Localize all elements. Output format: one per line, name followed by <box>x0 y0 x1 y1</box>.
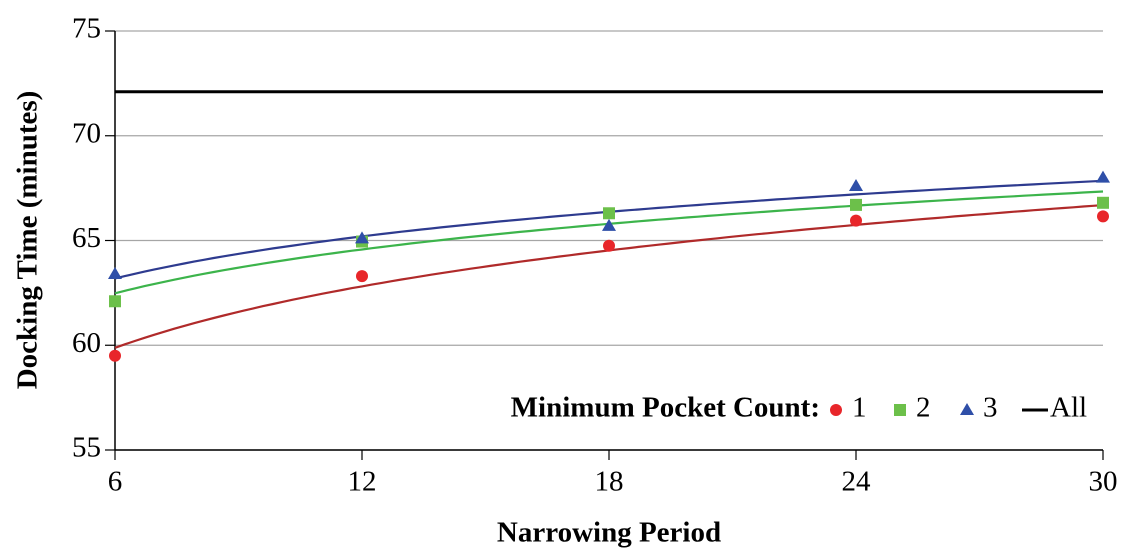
data-point <box>603 207 615 220</box>
x-axis-label: Narrowing Period <box>497 517 721 549</box>
data-point <box>109 295 121 308</box>
data-point <box>849 179 863 192</box>
data-point <box>850 214 862 227</box>
x-tick-label: 12 <box>348 466 377 498</box>
x-tick-label: 6 <box>108 466 123 498</box>
data-point <box>602 218 616 231</box>
data-point <box>1096 170 1110 183</box>
data-point <box>850 198 862 211</box>
legend-label: All <box>1050 392 1087 424</box>
data-point <box>603 239 615 252</box>
data-point <box>355 231 369 244</box>
y-tick-label: 70 <box>72 117 101 149</box>
x-tick-label: 18 <box>595 466 624 498</box>
data-point <box>109 349 121 362</box>
y-tick-label: 75 <box>72 13 101 45</box>
y-tick-label: 65 <box>72 222 101 254</box>
data-point <box>1097 210 1109 223</box>
data-point <box>1097 196 1109 209</box>
y-tick-label: 60 <box>72 327 101 359</box>
legend-label: 1 <box>852 392 867 424</box>
legend-marker <box>894 404 906 416</box>
y-axis-label: Docking Time (minutes) <box>12 91 44 390</box>
legend-label: 2 <box>916 392 931 424</box>
legend-marker <box>960 403 974 415</box>
legend-label: 3 <box>983 392 998 424</box>
y-tick-label: 55 <box>72 432 101 464</box>
data-point <box>356 270 368 283</box>
legend-title: Minimum Pocket Count: <box>511 392 820 424</box>
x-tick-label: 24 <box>842 466 872 498</box>
legend-marker <box>830 404 842 416</box>
data-point <box>108 267 122 280</box>
x-tick-label: 30 <box>1089 466 1118 498</box>
